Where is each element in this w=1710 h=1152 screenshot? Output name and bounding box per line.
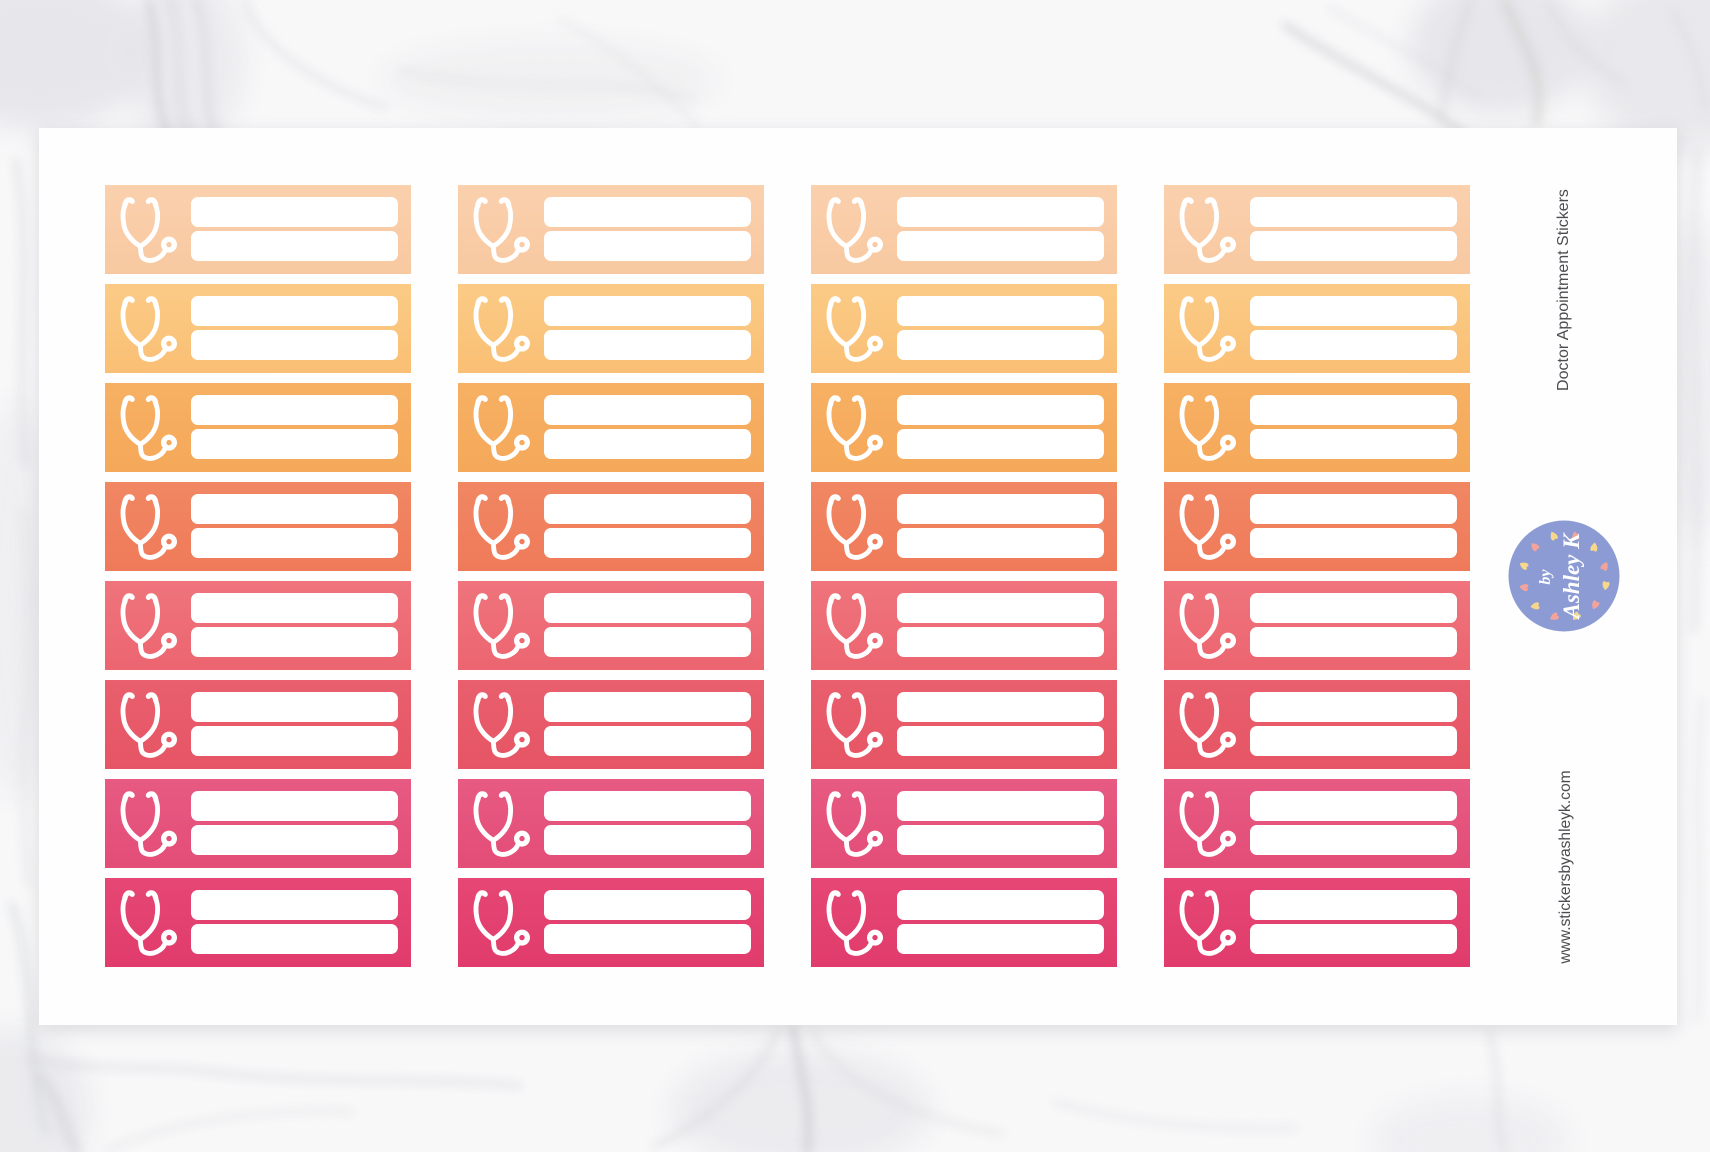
svg-text:Ashley K: Ashley K — [1559, 532, 1584, 621]
svg-text:by: by — [1537, 569, 1554, 585]
